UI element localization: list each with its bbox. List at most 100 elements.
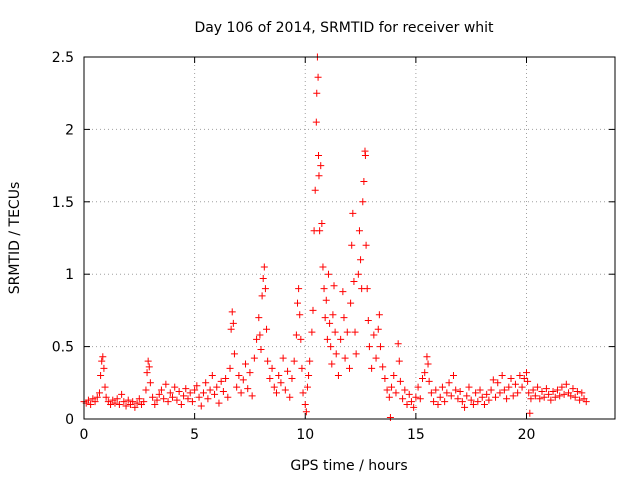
data-point-marker	[476, 386, 484, 394]
data-point-marker	[361, 151, 369, 159]
data-point-marker	[292, 331, 300, 339]
chart-title: Day 106 of 2014, SRMTID for receiver whi…	[194, 20, 494, 36]
x-axis-label: GPS time / hours	[290, 458, 407, 474]
data-point-marker	[339, 288, 347, 296]
data-point-marker	[311, 186, 319, 194]
data-point-marker	[315, 172, 323, 180]
data-point-marker	[553, 386, 561, 394]
data-point-marker	[248, 392, 256, 400]
data-point-marker	[436, 393, 444, 401]
data-point-marker	[302, 408, 310, 416]
data-point-marker	[526, 409, 534, 417]
data-point-marker	[213, 383, 221, 391]
data-point-marker	[538, 387, 546, 395]
data-point-marker	[186, 389, 194, 397]
data-point-marker	[514, 389, 522, 397]
data-point-marker	[447, 392, 455, 400]
data-point-marker	[474, 398, 482, 406]
data-point-marker	[169, 393, 176, 401]
data-point-marker	[164, 398, 172, 406]
data-point-marker	[445, 379, 453, 387]
data-point-marker	[239, 376, 247, 384]
data-point-marker	[332, 350, 340, 358]
data-point-marker	[182, 385, 190, 393]
x-tick-label: 15	[407, 427, 425, 443]
data-point-marker	[392, 389, 400, 397]
data-point-marker	[529, 386, 537, 394]
data-point-marker	[500, 386, 508, 394]
data-point-marker	[423, 353, 431, 361]
data-point-marker	[386, 414, 394, 422]
data-point-marker	[87, 401, 95, 409]
data-point-marker	[177, 401, 185, 409]
data-point-marker	[157, 386, 165, 394]
data-point-marker	[191, 386, 199, 394]
data-point-marker	[348, 241, 356, 249]
data-point-marker	[424, 360, 432, 368]
data-point-marker	[472, 389, 480, 397]
data-point-marker	[253, 335, 261, 343]
data-point-marker	[355, 227, 363, 235]
data-point-marker	[573, 387, 581, 395]
data-point-marker	[175, 387, 183, 395]
grid-lines	[84, 57, 615, 419]
y-axis-label: SRMTID / TECUs	[7, 182, 23, 295]
data-point-marker	[84, 396, 92, 404]
data-point-marker	[507, 374, 515, 382]
data-point-marker	[206, 386, 214, 394]
data-point-marker	[454, 395, 462, 403]
data-point-marker	[91, 398, 99, 406]
data-point-marker	[511, 380, 519, 388]
data-point-marker	[173, 396, 181, 404]
data-point-marker	[427, 389, 435, 397]
data-point-marker	[197, 402, 205, 410]
data-point-marker	[195, 393, 203, 401]
data-point-marker	[256, 331, 264, 339]
data-point-marker	[467, 396, 475, 404]
data-point-marker	[503, 395, 511, 403]
data-point-marker	[318, 220, 326, 228]
data-point-marker	[329, 311, 337, 319]
data-point-marker	[394, 340, 402, 348]
data-point-marker	[219, 387, 227, 395]
data-point-marker	[153, 396, 161, 404]
data-point-marker	[403, 401, 411, 409]
data-point-marker	[463, 392, 471, 400]
data-point-marker	[478, 393, 486, 401]
data-point-marker	[492, 393, 500, 401]
plot-frame	[83, 56, 616, 420]
data-point-marker	[421, 369, 429, 377]
data-point-marker	[443, 389, 451, 397]
data-point-marker	[381, 374, 389, 382]
data-point-marker	[290, 357, 298, 365]
data-point-marker	[308, 328, 316, 336]
data-point-marker	[309, 306, 317, 314]
data-point-marker	[547, 396, 555, 404]
data-point-marker	[520, 374, 528, 382]
data-point-marker	[516, 372, 524, 380]
y-tick-label: 0.5	[52, 340, 74, 356]
data-point-marker	[525, 389, 533, 397]
data-point-marker	[385, 393, 393, 401]
data-point-marker	[264, 357, 272, 365]
data-point-marker	[527, 395, 535, 403]
data-point-marker	[578, 389, 586, 397]
data-point-marker	[184, 395, 192, 403]
data-point-marker	[257, 345, 265, 353]
data-point-marker	[131, 403, 139, 411]
data-point-marker	[297, 335, 305, 343]
data-point-marker	[405, 390, 413, 398]
data-point-marker	[542, 385, 550, 393]
y-tick-label: 2.5	[52, 50, 74, 66]
data-point-marker	[217, 377, 225, 385]
data-point-marker	[180, 392, 188, 400]
data-point-marker	[363, 285, 371, 293]
x-tick-label: 5	[190, 427, 199, 443]
data-point-marker	[230, 350, 238, 358]
data-point-marker	[556, 392, 564, 400]
data-point-marker	[193, 382, 201, 390]
data-point-marker	[122, 402, 130, 410]
data-point-marker	[151, 401, 159, 409]
data-point-marker	[523, 369, 530, 377]
data-point-marker	[258, 292, 266, 300]
